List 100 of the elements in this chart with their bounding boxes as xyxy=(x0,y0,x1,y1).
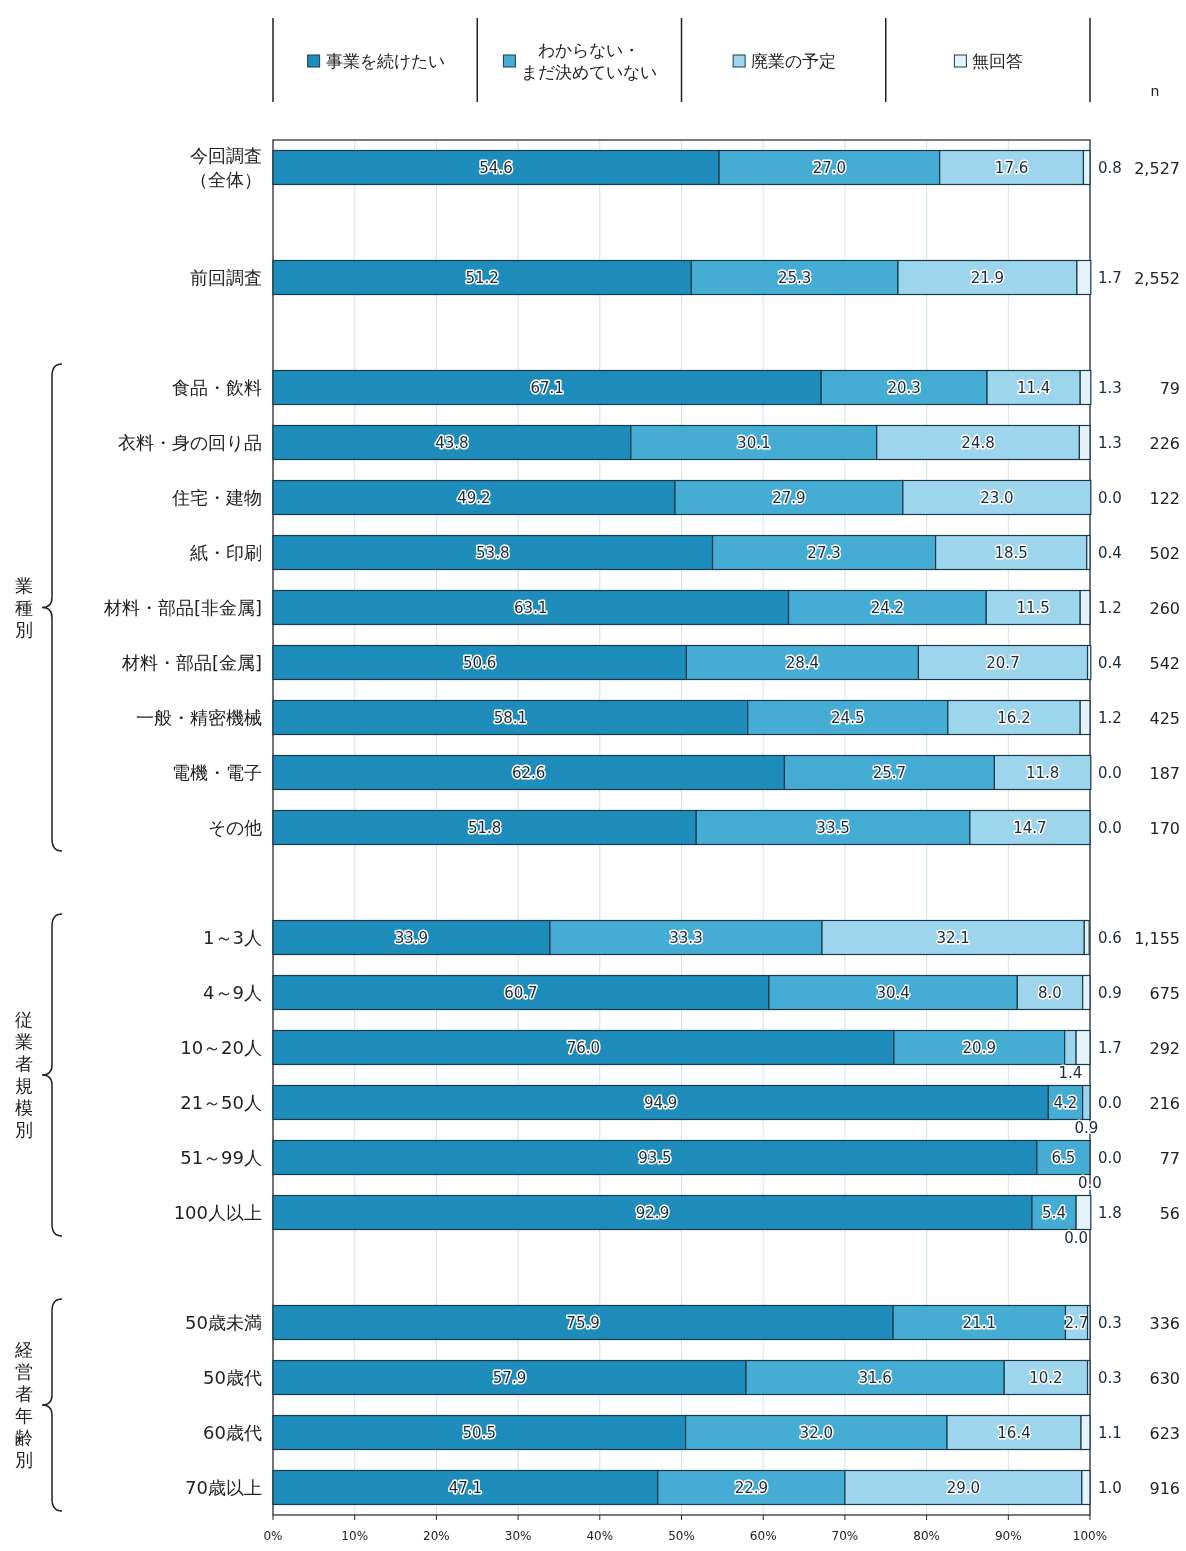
data-label: 11.5 xyxy=(1016,598,1050,617)
data-label: 47.1 xyxy=(448,1478,483,1497)
data-label: 10.2 xyxy=(1029,1368,1063,1387)
y2-tick-label: 425 xyxy=(1149,708,1180,728)
data-label: 50.5 xyxy=(462,1423,496,1442)
data-label: 1.2 xyxy=(1098,708,1122,727)
data-label: 1.3 xyxy=(1098,433,1122,452)
y2-tick-label: 1,155 xyxy=(1134,928,1180,948)
data-label: 1.1 xyxy=(1098,1423,1122,1442)
data-label: 93.5 xyxy=(638,1148,672,1167)
data-label: 30.4 xyxy=(876,983,910,1002)
y-tick-label: その他 xyxy=(208,816,262,838)
y-tick-label: 50歳未満 xyxy=(185,1311,262,1333)
data-label: 1.3 xyxy=(1098,378,1122,397)
y-tick-label: 21～50人 xyxy=(180,1091,262,1113)
data-label: 33.9 xyxy=(394,928,429,947)
x-tick-label: 60% xyxy=(749,1529,777,1543)
data-label: 0.8 xyxy=(1098,158,1122,177)
data-label: 0.0 xyxy=(1098,763,1122,782)
data-label: 0.0 xyxy=(1098,1148,1122,1167)
y-tick-label: 紙・印刷 xyxy=(190,541,262,563)
x-tick-label: 0% xyxy=(263,1529,283,1543)
data-label: 62.6 xyxy=(512,763,546,782)
data-label: 0.4 xyxy=(1098,543,1122,562)
y-tick-label: 前回調査 xyxy=(190,266,262,288)
data-label: 24.2 xyxy=(870,598,905,617)
legend-label: 事業を続けたい xyxy=(325,51,445,71)
data-label: 33.5 xyxy=(816,818,850,837)
data-label: 75.9 xyxy=(566,1313,600,1332)
y-tick-label: 50歳代 xyxy=(203,1366,262,1388)
data-label: 8.0 xyxy=(1038,983,1062,1002)
data-label: 20.7 xyxy=(986,653,1020,672)
y2-tick-label: 542 xyxy=(1149,653,1180,673)
y2-tick-label: 170 xyxy=(1149,818,1180,838)
text: 経営者年齢別 xyxy=(14,1339,33,1470)
y-tick-label: 電機・電子 xyxy=(172,761,262,783)
text: 業種別 xyxy=(15,574,33,640)
y-tick-label: 1～3人 xyxy=(203,926,262,948)
data-label: 31.6 xyxy=(858,1368,892,1387)
data-label: 27.0 xyxy=(812,158,847,177)
legend-label: わからない・まだ決めていない xyxy=(521,40,658,82)
y2-tick-label: 187 xyxy=(1149,763,1180,783)
data-label: 49.2 xyxy=(457,488,491,507)
y2-tick-label: 630 xyxy=(1149,1368,1180,1388)
y2-axis-title: n xyxy=(1150,83,1160,99)
data-label: 29.0 xyxy=(946,1478,981,1497)
data-label: 1.7 xyxy=(1098,1038,1122,1057)
x-tick-label: 100% xyxy=(1072,1529,1108,1543)
data-label: 32.1 xyxy=(936,928,970,947)
data-label: 1.7 xyxy=(1098,268,1122,287)
data-label: 51.2 xyxy=(465,268,499,287)
x-tick-label: 50% xyxy=(668,1529,695,1543)
data-label: 25.7 xyxy=(872,763,907,782)
x-tick-label: 80% xyxy=(913,1529,940,1543)
data-label: 16.2 xyxy=(997,708,1031,727)
y2-tick-label: 226 xyxy=(1149,433,1180,453)
data-label: 0.6 xyxy=(1098,928,1122,947)
data-label: 76.0 xyxy=(566,1038,601,1057)
x-tick-label: 10% xyxy=(341,1529,369,1543)
data-label: 25.3 xyxy=(777,268,812,287)
y2-tick-label: 502 xyxy=(1149,543,1180,563)
data-label: 11.4 xyxy=(1016,378,1051,397)
y-tick-label: 今回調査（全体） xyxy=(190,144,262,190)
data-label: 1.0 xyxy=(1098,1478,1122,1497)
legend-label: 廃業の予定 xyxy=(751,51,837,71)
data-label: 22.9 xyxy=(734,1478,769,1497)
data-label: 20.3 xyxy=(887,378,921,397)
data-label: 0.3 xyxy=(1098,1313,1122,1332)
y-tick-label: 材料・部品[金属] xyxy=(120,651,262,673)
y-tick-label: 70歳以上 xyxy=(185,1476,262,1498)
y2-tick-label: 122 xyxy=(1149,488,1180,508)
data-label: 51.8 xyxy=(467,818,502,837)
data-label: 14.7 xyxy=(1013,818,1047,837)
data-label: 0.0 xyxy=(1064,1228,1089,1247)
y-tick-label: 食品・飲料 xyxy=(172,376,262,398)
data-label: 27.3 xyxy=(807,543,841,562)
y2-tick-label: 2,527 xyxy=(1134,158,1180,178)
x-tick-label: 70% xyxy=(831,1529,859,1543)
y2-tick-label: 675 xyxy=(1149,983,1180,1003)
data-label: 24.8 xyxy=(961,433,995,452)
data-label: 32.0 xyxy=(799,1423,834,1442)
y-tick-label: 一般・精密機械 xyxy=(136,706,262,728)
data-label: 67.1 xyxy=(530,378,564,397)
x-tick-label: 30% xyxy=(504,1529,532,1543)
data-label: 17.6 xyxy=(994,158,1029,177)
data-label: 21.9 xyxy=(970,268,1005,287)
y-tick-label: 材料・部品[非金属] xyxy=(102,596,262,618)
data-label: 1.4 xyxy=(1058,1063,1083,1082)
y2-tick-label: 292 xyxy=(1149,1038,1180,1058)
data-label: 94.9 xyxy=(643,1093,678,1112)
data-label: 27.9 xyxy=(772,488,806,507)
x-tick-label: 40% xyxy=(586,1529,614,1543)
data-label: 5.4 xyxy=(1042,1203,1066,1222)
data-label: 18.5 xyxy=(994,543,1028,562)
y-tick-label: 100人以上 xyxy=(173,1201,262,1223)
x-tick-label: 90% xyxy=(994,1529,1022,1543)
data-label: 63.1 xyxy=(514,598,548,617)
data-label: 60.7 xyxy=(504,983,538,1002)
data-label: 1.2 xyxy=(1098,598,1122,617)
legend-label: 無回答 xyxy=(972,51,1024,71)
